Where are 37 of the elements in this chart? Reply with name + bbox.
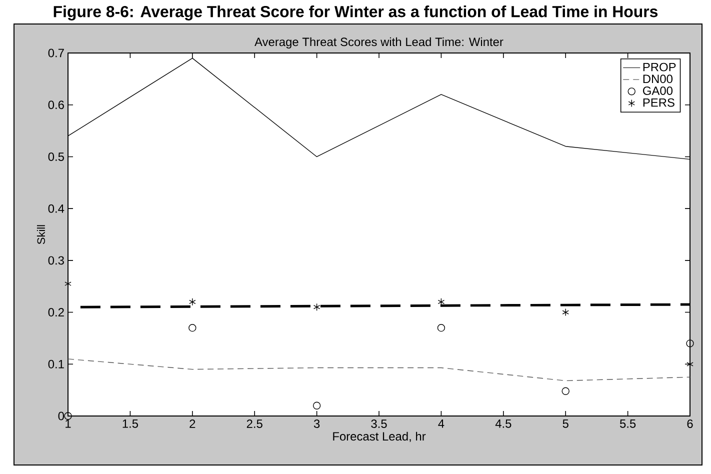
x-tick-label: 1 xyxy=(66,420,71,428)
point xyxy=(313,303,320,311)
legend-label: PROP xyxy=(643,62,676,72)
x-tick-label: 6 xyxy=(687,420,693,428)
legend-label: DN00 xyxy=(643,74,673,84)
point xyxy=(562,308,569,316)
y-tick-label: 0.6 xyxy=(48,100,64,110)
y-tick-label: 0 xyxy=(58,412,64,420)
x-tick-label: 2 xyxy=(190,420,196,428)
x-tick-label: 1.5 xyxy=(122,420,138,428)
point xyxy=(686,340,694,348)
line-series xyxy=(68,358,690,382)
y-tick-label: 0.5 xyxy=(48,152,64,161)
point xyxy=(188,324,196,332)
x-tick-label: 3.5 xyxy=(371,420,387,428)
x-axis-title: Forecast Lead, hr xyxy=(333,432,426,442)
legend-label: GA00 xyxy=(643,86,673,95)
point xyxy=(312,402,321,410)
legend-label: PERS xyxy=(643,98,674,107)
point xyxy=(562,387,570,395)
x-tick-label: 3 xyxy=(314,420,320,428)
chart-subtitle: Average Threat Scores with Lead Time: Winter xyxy=(254,37,504,49)
x-tick-label: 5 xyxy=(562,420,568,428)
point xyxy=(437,324,446,332)
y-tick-label: 0.7 xyxy=(48,48,64,58)
point xyxy=(64,412,72,420)
chart-title: Figure 8-6: Average Threat Score for Winter as a function of Lead Time in Hours xyxy=(54,6,658,20)
point xyxy=(189,298,196,306)
x-tick-label: 4.5 xyxy=(495,420,512,428)
y-tick-label: 0.1 xyxy=(48,360,64,368)
x-tick-label: 4 xyxy=(438,420,444,428)
x-tick-label: 5.5 xyxy=(620,420,636,428)
y-axis-title: Skill xyxy=(36,225,46,244)
y-tick-label: 0.4 xyxy=(48,204,64,213)
y-tick-label: 0.2 xyxy=(48,308,64,317)
x-tick-label: 2.5 xyxy=(246,420,262,428)
y-tick-label: 0.3 xyxy=(48,256,64,265)
